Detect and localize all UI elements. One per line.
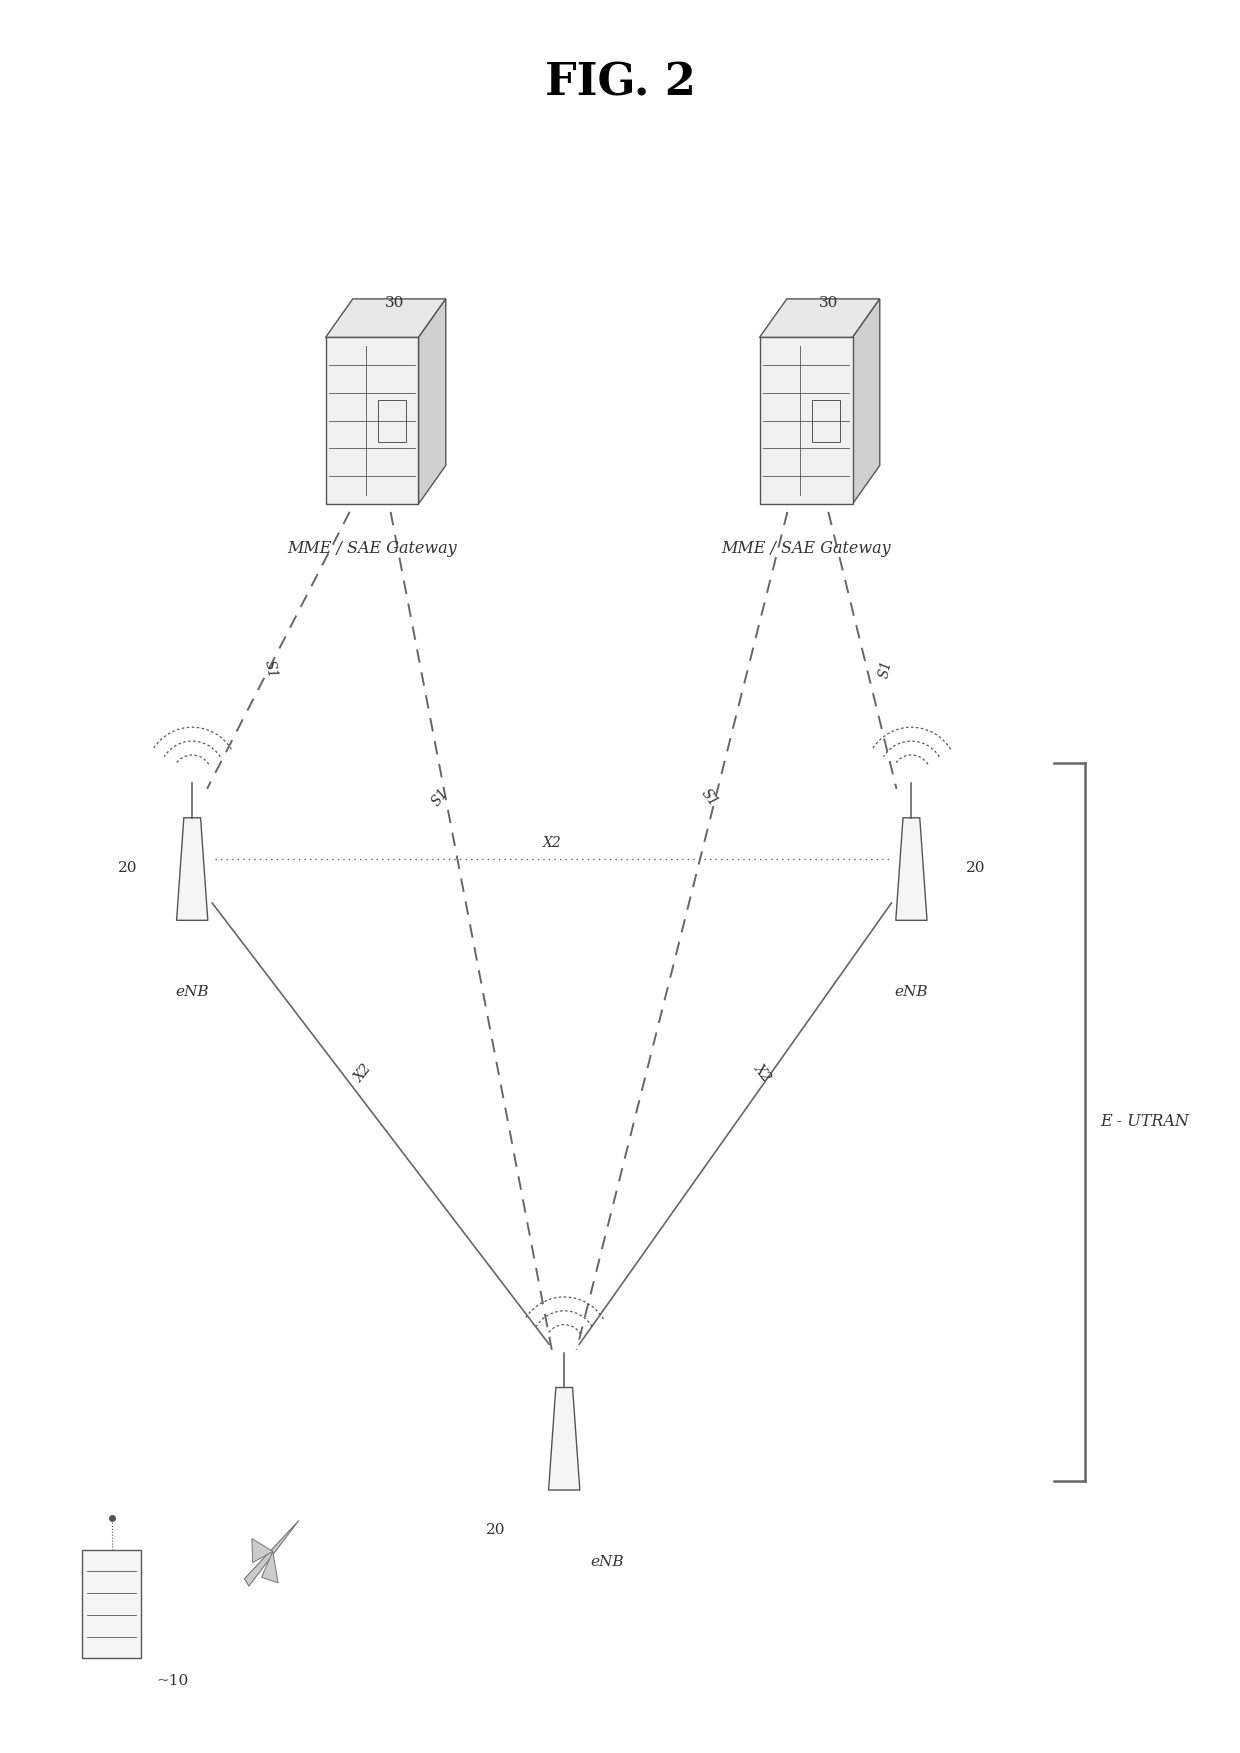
Text: 20: 20 <box>486 1523 506 1537</box>
Text: 20: 20 <box>118 861 138 875</box>
Text: 30: 30 <box>384 296 404 310</box>
Polygon shape <box>418 300 446 505</box>
Text: S1: S1 <box>429 785 451 810</box>
Text: X2: X2 <box>352 1061 374 1085</box>
Text: S1: S1 <box>877 659 894 680</box>
Text: eNB: eNB <box>590 1555 625 1569</box>
Text: S1: S1 <box>262 659 279 680</box>
Text: 30: 30 <box>818 296 838 310</box>
Text: X2: X2 <box>751 1061 774 1085</box>
Polygon shape <box>759 300 880 338</box>
Polygon shape <box>244 1520 299 1586</box>
Text: eNB: eNB <box>175 985 210 999</box>
Text: E - UTRAN: E - UTRAN <box>1100 1113 1189 1131</box>
Text: S1: S1 <box>698 785 720 810</box>
Text: FIG. 2: FIG. 2 <box>544 61 696 105</box>
Text: ~10: ~10 <box>156 1674 188 1688</box>
Polygon shape <box>853 300 880 505</box>
Polygon shape <box>82 1550 141 1658</box>
Text: eNB: eNB <box>894 985 929 999</box>
Polygon shape <box>252 1539 273 1562</box>
Text: X2: X2 <box>542 836 562 850</box>
Text: MME / SAE Gateway: MME / SAE Gateway <box>288 540 456 557</box>
Polygon shape <box>548 1388 580 1490</box>
Polygon shape <box>176 817 208 920</box>
Text: 20: 20 <box>966 861 986 875</box>
Polygon shape <box>262 1551 278 1583</box>
Text: MME / SAE Gateway: MME / SAE Gateway <box>722 540 890 557</box>
Polygon shape <box>759 338 853 505</box>
Polygon shape <box>325 338 418 505</box>
Polygon shape <box>895 817 928 920</box>
Polygon shape <box>325 300 446 338</box>
